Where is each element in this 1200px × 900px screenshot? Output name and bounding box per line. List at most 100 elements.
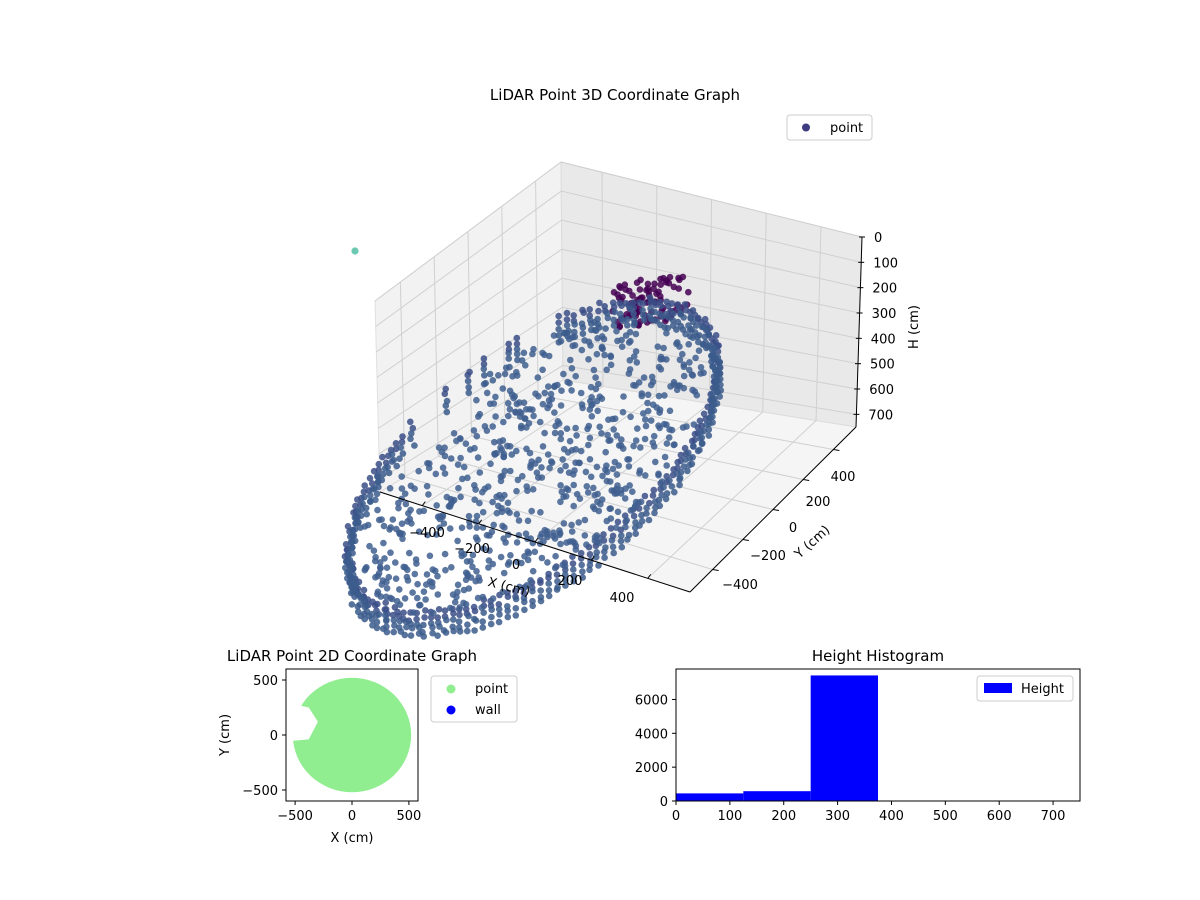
point-marker-3d bbox=[409, 589, 416, 596]
point-marker-3d bbox=[362, 504, 370, 512]
point-marker-3d bbox=[592, 553, 600, 561]
point-marker-3d bbox=[545, 383, 552, 390]
point-marker-3d bbox=[668, 483, 676, 490]
point-marker-3d bbox=[518, 357, 526, 364]
point-marker-3d bbox=[560, 445, 568, 453]
point-marker-3d bbox=[640, 374, 648, 381]
point-marker-3d bbox=[645, 288, 652, 295]
point-marker-3d bbox=[530, 345, 537, 353]
point-marker-3d bbox=[374, 588, 382, 596]
point-marker-3d bbox=[593, 397, 601, 405]
point-marker-3d bbox=[625, 339, 633, 346]
point-marker-3d bbox=[373, 490, 381, 498]
point-marker-3d bbox=[548, 458, 555, 465]
point-marker-3d bbox=[448, 564, 455, 571]
point-marker-3d bbox=[620, 393, 627, 400]
legend-2d-wall-marker bbox=[446, 705, 456, 715]
point-marker-3d bbox=[504, 593, 512, 600]
point-marker-3d bbox=[495, 618, 503, 626]
point-marker-3d bbox=[691, 436, 698, 444]
point-marker-3d bbox=[420, 588, 428, 595]
point-marker-3d bbox=[434, 572, 441, 580]
point-marker-3d bbox=[464, 627, 471, 635]
point-marker-3d bbox=[399, 450, 407, 457]
point-marker-3d bbox=[349, 526, 356, 534]
x-tick-label-histogram: 100 bbox=[717, 809, 742, 824]
point-marker-3d bbox=[481, 423, 489, 430]
point-marker-3d bbox=[637, 498, 645, 506]
y-tick-label-3d: −200 bbox=[750, 549, 786, 564]
point-marker-3d bbox=[709, 413, 716, 421]
point-marker-3d bbox=[679, 350, 686, 358]
point-marker-3d bbox=[610, 322, 618, 329]
point-marker-3d bbox=[487, 460, 494, 468]
point-marker-3d bbox=[619, 408, 627, 416]
point-marker-3d bbox=[676, 481, 683, 489]
point-marker-3d bbox=[344, 523, 352, 530]
point-marker-3d bbox=[557, 498, 564, 506]
point-marker-3d bbox=[610, 549, 617, 557]
point-marker-3d bbox=[442, 385, 450, 393]
point-marker-3d bbox=[375, 516, 383, 524]
point-marker-3d bbox=[529, 567, 537, 575]
point-marker-3d bbox=[566, 538, 574, 545]
point-marker-3d bbox=[657, 275, 664, 283]
point-marker-3d bbox=[601, 351, 608, 359]
point-marker-3d bbox=[650, 285, 657, 293]
point-marker-3d bbox=[504, 499, 512, 507]
point-marker-3d bbox=[488, 613, 495, 621]
point-marker-3d bbox=[465, 512, 473, 520]
point-marker-3d bbox=[397, 628, 405, 635]
point-marker-3d bbox=[555, 319, 562, 327]
point-marker-3d bbox=[624, 536, 631, 543]
point-marker-3d bbox=[647, 299, 654, 307]
point-marker-3d bbox=[380, 539, 387, 547]
point-marker-3d bbox=[601, 554, 608, 561]
point-marker-3d bbox=[386, 485, 394, 492]
point-marker-3d bbox=[456, 628, 464, 635]
point-marker-3d bbox=[512, 612, 520, 619]
point-marker-3d bbox=[482, 379, 489, 387]
point-marker-3d bbox=[447, 604, 454, 612]
point-marker-3d bbox=[645, 516, 653, 524]
point-marker-3d bbox=[371, 601, 379, 609]
x-axis-2d: −500 0 500 bbox=[277, 801, 421, 824]
legend-2d-wall-label: wall bbox=[475, 703, 501, 718]
point-marker-3d bbox=[355, 518, 362, 526]
point-marker-3d bbox=[609, 543, 617, 551]
point-marker-3d bbox=[621, 281, 629, 289]
point-marker-3d bbox=[557, 435, 565, 443]
point-marker-3d bbox=[489, 595, 497, 602]
point-marker-3d bbox=[661, 453, 669, 461]
point-marker-3d bbox=[568, 521, 575, 529]
point-marker-3d bbox=[382, 599, 390, 606]
point-marker-3d bbox=[396, 617, 404, 625]
point-marker-3d bbox=[709, 419, 716, 426]
point-marker-3d bbox=[473, 524, 481, 531]
histogram-bar bbox=[810, 675, 878, 801]
point-marker-3d bbox=[513, 539, 521, 546]
point-marker-3d bbox=[464, 474, 471, 482]
point-marker-3d bbox=[469, 563, 476, 571]
point-marker-3d bbox=[389, 611, 397, 619]
point-marker-3d bbox=[522, 362, 529, 369]
point-marker-3d bbox=[677, 468, 685, 476]
point-marker-3d bbox=[372, 557, 379, 565]
point-marker-3d bbox=[479, 618, 487, 625]
point-marker-3d bbox=[454, 461, 462, 469]
point-marker-3d bbox=[711, 384, 719, 391]
point-marker-3d bbox=[422, 596, 429, 603]
point-marker-3d bbox=[375, 466, 383, 474]
point-marker-3d bbox=[499, 588, 507, 596]
x-axis-histogram: 0 100 200 300 400 500 600 700 bbox=[672, 801, 1065, 824]
point-region-gap bbox=[286, 702, 318, 742]
point-marker-3d bbox=[714, 354, 722, 361]
point-marker-3d bbox=[519, 472, 526, 480]
point-marker-3d bbox=[596, 539, 603, 547]
point-marker-3d bbox=[712, 332, 720, 339]
point-marker-3d bbox=[655, 288, 662, 296]
point-marker-3d bbox=[395, 504, 402, 512]
point-marker-3d bbox=[439, 464, 447, 472]
point-marker-3d bbox=[516, 583, 523, 591]
point-marker-3d bbox=[403, 623, 410, 631]
